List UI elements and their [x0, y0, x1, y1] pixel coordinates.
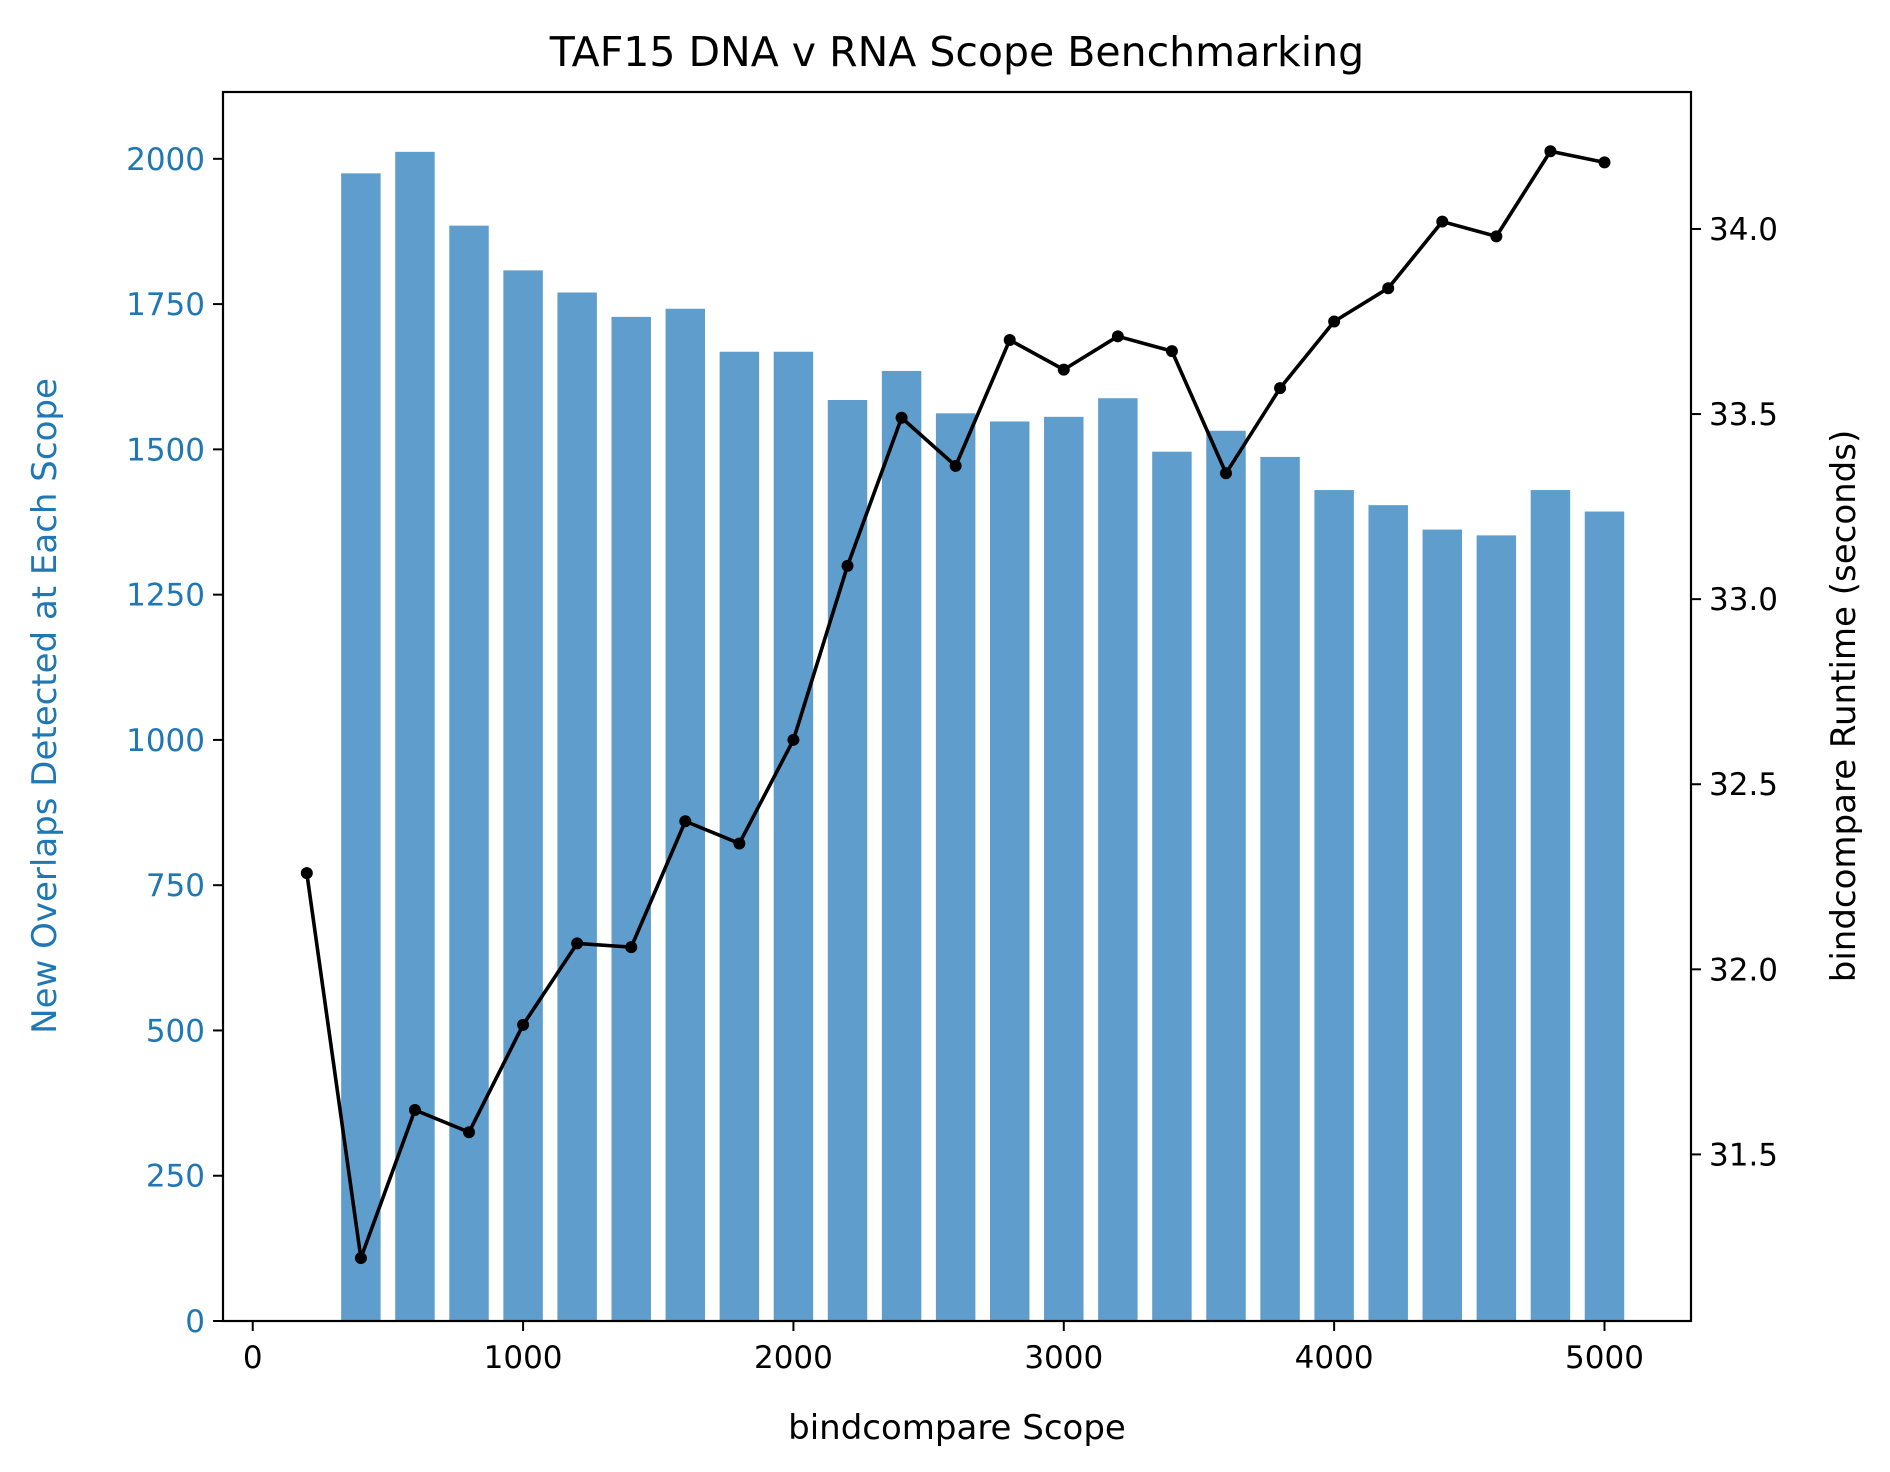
bar [1476, 535, 1517, 1321]
right-y-tick-label: 33.0 [1709, 582, 1778, 618]
x-tick-label: 1000 [484, 1340, 563, 1376]
runtime-point [1165, 345, 1178, 358]
bar [935, 413, 976, 1321]
runtime-point [300, 867, 313, 880]
x-axis-label: bindcompare Scope [788, 1408, 1126, 1448]
bar [611, 316, 651, 1321]
left-y-tick-label: 1750 [126, 287, 205, 323]
bar [665, 308, 706, 1322]
runtime-point [787, 733, 800, 746]
bar [1260, 456, 1300, 1321]
left-y-tick-label: 500 [146, 1013, 205, 1049]
right-y-tick-label: 33.5 [1709, 397, 1778, 433]
bar-series [341, 151, 1625, 1322]
runtime-point [1219, 467, 1232, 480]
bar [557, 292, 597, 1321]
runtime-point [1490, 230, 1503, 243]
left-y-tick-label: 0 [185, 1304, 205, 1340]
bar [1584, 511, 1625, 1321]
left-y-tick-label: 750 [146, 868, 205, 904]
bar [827, 399, 868, 1322]
left-y-tick-label: 250 [146, 1159, 205, 1195]
x-axis: 0 1000 2000 3000 4000 5000 [243, 1321, 1644, 1376]
runtime-point [354, 1252, 367, 1265]
left-y-axis: 0 250 500 750 1000 1250 1500 1750 2000 [126, 142, 223, 1340]
left-y-tick-label: 1250 [126, 578, 205, 614]
runtime-point [733, 837, 746, 850]
runtime-point [895, 411, 908, 424]
runtime-point [949, 459, 962, 472]
chart-title: TAF15 DNA v RNA Scope Benchmarking [549, 28, 1364, 76]
x-tick-label: 3000 [1024, 1340, 1103, 1376]
right-y-tick-label: 34.0 [1709, 212, 1778, 248]
x-tick-label: 0 [243, 1340, 263, 1376]
runtime-point [1111, 330, 1124, 343]
left-y-tick-label: 2000 [126, 142, 205, 178]
runtime-point [625, 941, 638, 954]
runtime-point [463, 1126, 476, 1139]
right-y-tick-label: 32.5 [1709, 767, 1778, 803]
runtime-point [1436, 215, 1449, 228]
right-y-tick-label: 32.0 [1709, 952, 1778, 988]
bar [989, 421, 1030, 1322]
right-y-tick-label: 31.5 [1709, 1137, 1778, 1173]
plot-frame [221, 90, 1693, 1323]
runtime-point [1274, 382, 1287, 395]
bar [1530, 490, 1571, 1321]
runtime-point [1544, 145, 1557, 158]
bar [1044, 416, 1084, 1321]
runtime-point [1003, 334, 1016, 347]
right-y-axis: 31.5 32.0 32.5 33.0 33.5 34.0 [1691, 212, 1778, 1173]
bar [503, 270, 543, 1322]
bar [341, 173, 381, 1321]
right-y-axis-label: bindcompare Runtime (seconds) [1824, 430, 1864, 982]
bar [1098, 398, 1138, 1321]
runtime-point [679, 815, 692, 828]
runtime-point [1057, 363, 1070, 376]
x-tick-label: 2000 [754, 1340, 833, 1376]
bar [1368, 505, 1408, 1321]
runtime-point [1382, 282, 1395, 295]
bar [1422, 529, 1463, 1321]
runtime-line-series [300, 145, 1611, 1265]
runtime-point [1598, 156, 1611, 169]
runtime-point [1328, 315, 1341, 328]
bar [449, 225, 489, 1321]
left-y-axis-label: New Overlaps Detected at Each Scope [25, 378, 65, 1034]
bar [395, 151, 435, 1321]
bar [1152, 451, 1192, 1322]
left-y-tick-label: 1500 [126, 432, 205, 468]
bar [1206, 430, 1246, 1321]
x-tick-label: 4000 [1295, 1340, 1374, 1376]
runtime-point [408, 1103, 421, 1116]
runtime-point [571, 937, 584, 950]
bar [881, 370, 922, 1321]
runtime-point [841, 559, 854, 572]
bar [773, 351, 814, 1321]
bar [1314, 490, 1354, 1321]
runtime-point [517, 1018, 530, 1031]
x-tick-label: 5000 [1565, 1340, 1644, 1376]
left-y-tick-label: 1000 [126, 723, 205, 759]
